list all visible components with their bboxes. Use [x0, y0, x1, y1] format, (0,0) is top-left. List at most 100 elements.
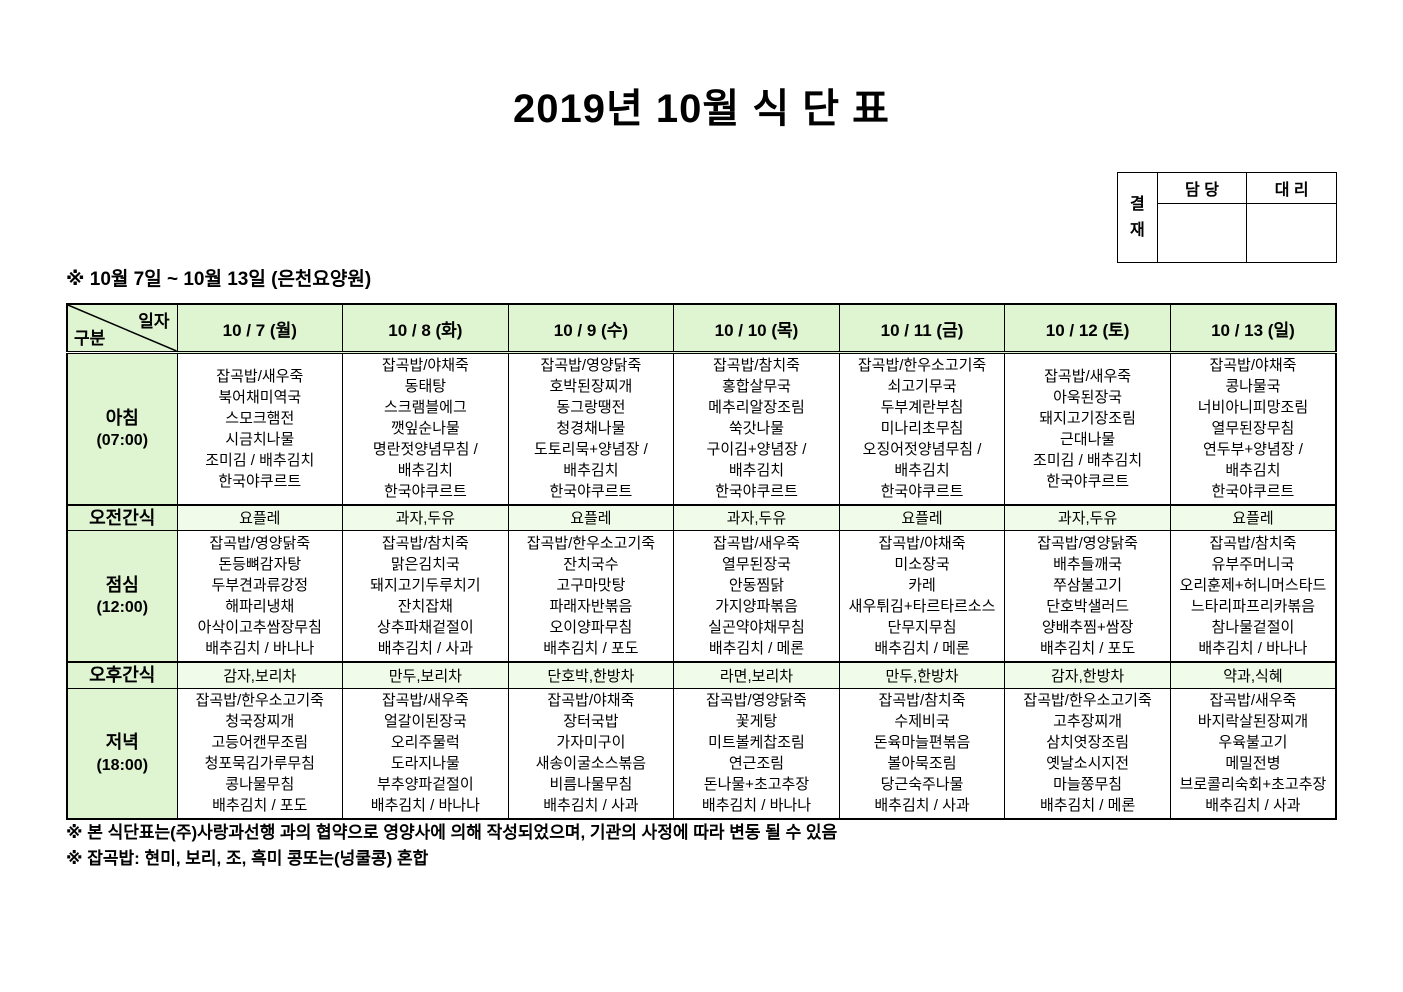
- menu-item: 배추김치 / 바나나: [205, 640, 315, 658]
- menu-item: 한국야쿠르트: [1046, 472, 1129, 490]
- menu-item: 청경채나물: [556, 420, 626, 438]
- dinner-cell-day6: 잡곡밥/한우소고기죽 고추장찌개 삼치엿장조림 옛날소시지전 마늘쫑무침 배추김치 / 메…: [1004, 687, 1171, 820]
- menu-item: 동태탕: [404, 378, 447, 396]
- header-row: 일자 구분 10 / 7 (월) 10 / 8 (화) 10 / 9 (수) 1…: [66, 303, 1337, 354]
- menu-item: 배추김치 / 사과: [377, 640, 473, 658]
- breakfast-cell-day2: 잡곡밥/야채죽 동태탕 스크램블에그 깻잎순나물 명란젓양념무침 / 배추김치 한국야쿠르트: [342, 352, 509, 505]
- morning-snack-cell-day7: 요플레: [1169, 503, 1337, 531]
- menu-item: 얼갈이된장국: [383, 713, 467, 731]
- menu-item: 배추김치 / 바나나: [370, 797, 480, 815]
- lunch-cell-day5: 잡곡밥/야채죽 미소장국 카레 새우튀김+타르타르소스 단무지무침 배추김치 / 메론: [838, 529, 1006, 663]
- menu-item: 잡곡밥/한우소고기죽: [195, 692, 324, 710]
- menu-item: 안동찜닭: [728, 577, 785, 595]
- menu-item: 참나물겉절이: [1211, 619, 1295, 637]
- note-agreement: ※ 본 식단표는(주)사랑과선행 과의 협약으로 영양사에 의해 작성되었으며,…: [66, 823, 838, 842]
- menu-item: 수제비국: [894, 713, 950, 731]
- dinner-cell-day2: 잡곡밥/새우죽 얼갈이된장국 오리주물럭 도라지나물 부추양파겉절이 배추김치 / 바나나: [342, 687, 509, 820]
- menu-item: 도라지나물: [390, 755, 460, 773]
- menu-item: 잡곡밥/참치죽: [381, 535, 469, 553]
- week-range-subtitle: ※ 10월 7일 ~ 10월 13일 (은천요양원): [66, 269, 372, 290]
- menu-item: 고등어캔무조림: [211, 734, 309, 752]
- afternoon-snack-cell-day7: 약과,식혜: [1169, 661, 1337, 689]
- menu-item: 옛날소시지전: [1046, 755, 1129, 773]
- menu-item: 새우튀김+타르타르소스: [848, 598, 996, 616]
- day-header-thu: 10 / 10 (목): [673, 303, 840, 354]
- menu-item: 쇠고기무국: [887, 378, 957, 396]
- menu-item: 시금치나물: [225, 430, 295, 448]
- menu-item: 고추장찌개: [1053, 713, 1123, 731]
- breakfast-cell-day3: 잡곡밥/영양닭죽 호박된장찌개 동그랑땡전 청경채나물 도토리묵+양념장 / 배추김치 한국…: [507, 352, 675, 505]
- menu-item: 잡곡밥/새우죽: [381, 692, 469, 710]
- menu-item: 청포묵김가루무침: [204, 755, 315, 773]
- morning-snack-cell-day2: 과자,두유: [342, 503, 509, 531]
- menu-item: 메추리알장조림: [708, 399, 805, 417]
- menu-item: 잡곡밥/새우죽: [712, 535, 800, 553]
- menu-item: 잡곡밥/새우죽: [216, 367, 304, 385]
- menu-item: 잡곡밥/참치죽: [712, 357, 800, 375]
- menu-item: 구이김+양념장 /: [706, 441, 807, 459]
- menu-item: 양배추찜+쌈장: [1041, 619, 1134, 637]
- menu-item: 단무지무침: [887, 619, 957, 637]
- menu-item: 한국야쿠르트: [218, 472, 302, 490]
- row-label-dinner: 저녁 (18:00): [66, 687, 178, 820]
- row-dinner: 저녁 (18:00) 잡곡밥/한우소고기죽 청국장찌개 고등어캔무조림 청포묵김가루무침 콩…: [66, 687, 1337, 820]
- menu-item: 당근숙주나물: [880, 776, 964, 794]
- row-lunch: 점심 (12:00) 잡곡밥/영양닭죽 돈등뼈감자탕 두부견과류강정 해파리냉채 아삭이고추…: [66, 529, 1337, 663]
- day-header-sun: 10 / 13 (일): [1169, 303, 1337, 354]
- corner-label-date: 일자: [138, 312, 170, 331]
- morning-snack-cell-day6: 과자,두유: [1004, 503, 1171, 531]
- row-afternoon-snack: 오후간식 감자,보리차 만두,보리차 단호박,한방차 라면,보리차 만두,한방차 감자,한방…: [66, 661, 1337, 689]
- afternoon-snack-cell-day2: 만두,보리차: [342, 661, 509, 689]
- row-breakfast: 아침 (07:00) 잡곡밥/새우죽 북어채미역국 스모크햄전 시금치나물 조미김 / 배추…: [66, 352, 1337, 505]
- day-header-wed: 10 / 9 (수): [507, 303, 675, 354]
- row-time-breakfast: (07:00): [96, 432, 149, 450]
- menu-item: 배추김치 / 사과: [543, 797, 639, 815]
- menu-item: 두부계란부침: [880, 399, 964, 417]
- menu-item: 카레: [908, 577, 936, 595]
- afternoon-snack-cell-day4: 라면,보리차: [673, 661, 840, 689]
- menu-item: 새송이굴소스볶음: [535, 755, 647, 773]
- menu-item: 가자미구이: [556, 734, 626, 752]
- menu-item: 열무된장무침: [1211, 420, 1295, 438]
- row-time-lunch: (12:00): [96, 599, 149, 617]
- menu-item: 장터국밥: [563, 713, 619, 731]
- day-header-fri: 10 / 11 (금): [838, 303, 1006, 354]
- morning-snack-cell-day3: 요플레: [507, 503, 675, 531]
- menu-item: 실곤약야채무침: [708, 619, 805, 637]
- menu-item: 맑은김치국: [390, 556, 460, 574]
- menu-item: 꽃게탕: [735, 713, 778, 731]
- menu-item: 잡곡밥/한우소고기죽: [1023, 692, 1152, 710]
- menu-item: 느타리파프리카볶음: [1190, 598, 1316, 616]
- menu-item: 잡곡밥/야채죽: [1209, 357, 1297, 375]
- page-title: 2019년 10월 식 단 표: [513, 87, 890, 131]
- menu-item: 연두부+양념장 /: [1202, 441, 1303, 459]
- menu-item: 마늘쫑무침: [1053, 776, 1123, 794]
- menu-item: 볼아묵조림: [887, 755, 957, 773]
- breakfast-cell-day7: 잡곡밥/야채죽 콩나물국 너비아니피망조림 열무된장무침 연두부+양념장 / 배추김치 한국…: [1169, 352, 1337, 505]
- row-label-morning-snack: 오전간식: [66, 503, 178, 531]
- lunch-cell-day7: 잡곡밥/참치죽 유부주머니국 오리훈제+허니머스타드 느타리파프리카볶음 참나물겉절이 배…: [1169, 529, 1337, 663]
- lunch-cell-day6: 잡곡밥/영양닭죽 배추들깨국 쭈삼불고기 단호박샐러드 양배추찜+쌈장 배추김치 / 포도: [1004, 529, 1171, 663]
- breakfast-cell-day5: 잡곡밥/한우소고기죽 쇠고기무국 두부계란부침 미나리초무침 오징어젓양념무침 / 배추김…: [838, 352, 1006, 505]
- breakfast-cell-day1: 잡곡밥/새우죽 북어채미역국 스모크햄전 시금치나물 조미김 / 배추김치 한국야쿠르트: [176, 352, 344, 505]
- menu-item: 배추김치 / 메론: [708, 640, 805, 658]
- menu-item: 배추김치: [397, 462, 453, 480]
- row-time-dinner: (18:00): [96, 756, 149, 774]
- menu-item: 메밀전병: [1225, 755, 1281, 773]
- menu-item: 배추김치 / 메론: [1039, 797, 1136, 815]
- dinner-cell-day3: 잡곡밥/야채죽 장터국밥 가자미구이 새송이굴소스볶음 비름나물무침 배추김치 / 사과: [507, 687, 675, 820]
- day-header-tue: 10 / 8 (화): [342, 303, 509, 354]
- morning-snack-cell-day5: 요플레: [838, 503, 1006, 531]
- dinner-cell-day5: 잡곡밥/참치죽 수제비국 돈육마늘편볶음 볼아묵조림 당근숙주나물 배추김치 / 사과: [838, 687, 1006, 820]
- menu-item: 부추양파겉절이: [377, 776, 474, 794]
- menu-item: 돈나물+초고추장: [703, 776, 810, 794]
- menu-item: 잡곡밥/야채죽: [381, 357, 469, 375]
- menu-item: 명란젓양념무침 /: [372, 441, 478, 459]
- lunch-cell-day3: 잡곡밥/한우소고기죽 잔치국수 고구마맛탕 파래자반볶음 오이양파무침 배추김치 / 포도: [507, 529, 675, 663]
- menu-item: 돼지고기장조림: [1039, 409, 1136, 427]
- menu-item: 배추김치 / 바나나: [1198, 640, 1308, 658]
- menu-item: 연근조림: [728, 755, 785, 773]
- menu-item: 상추파채겉절이: [377, 619, 474, 637]
- menu-item: 배추김치 / 포도: [1039, 640, 1136, 658]
- morning-snack-cell-day1: 요플레: [176, 503, 344, 531]
